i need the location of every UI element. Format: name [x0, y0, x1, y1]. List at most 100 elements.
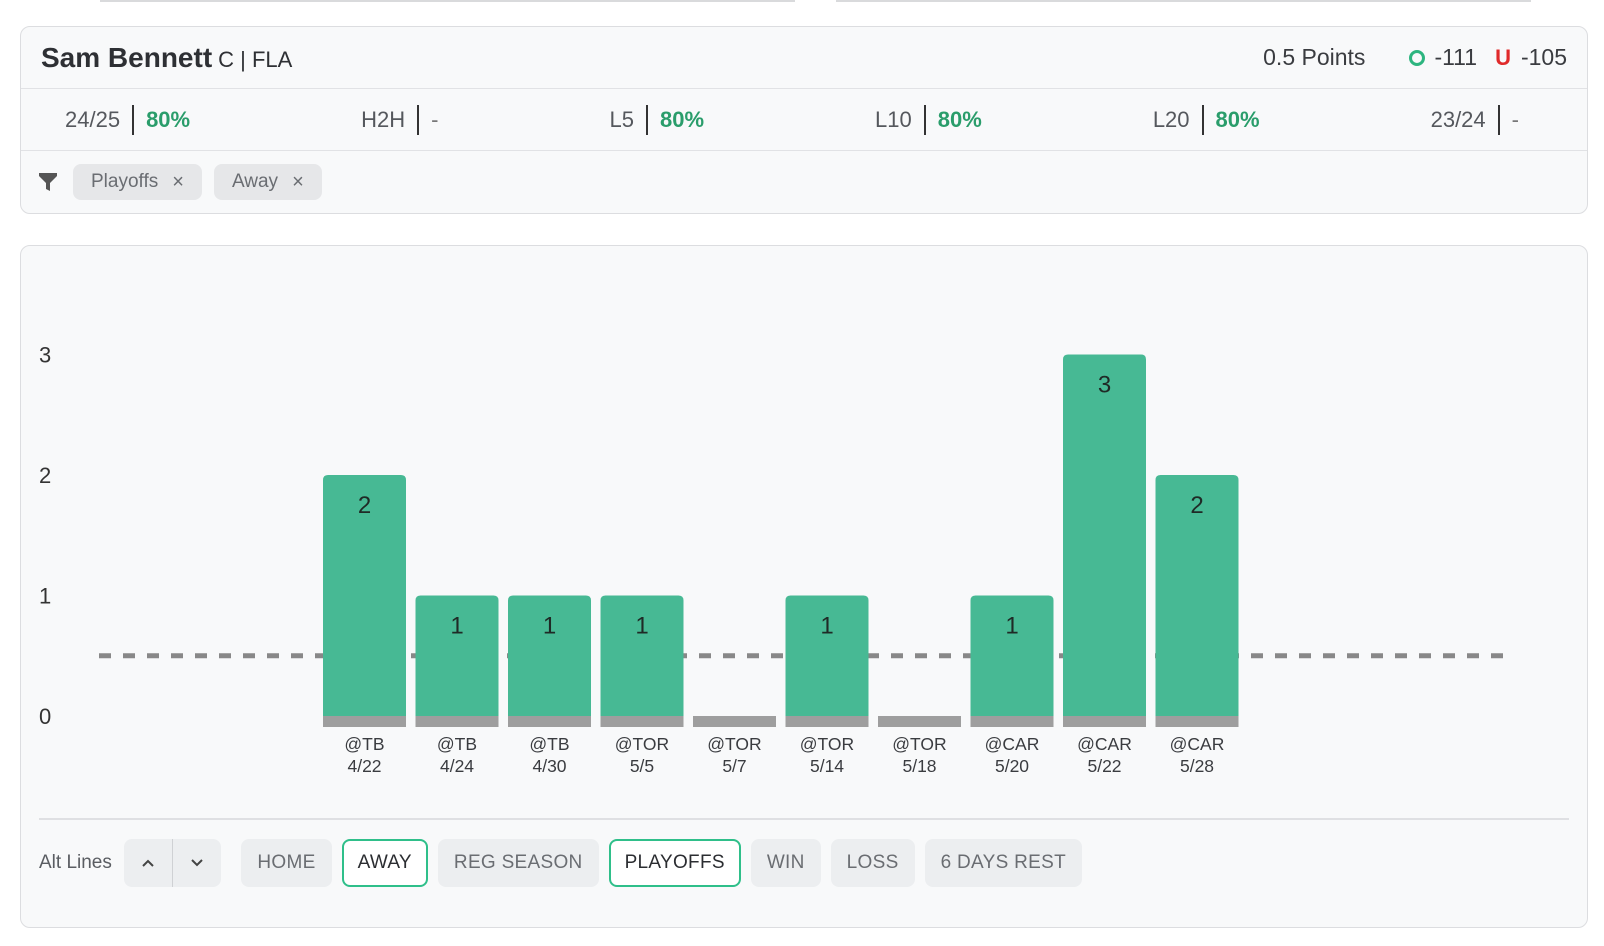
filter-button-loss[interactable]: LOSS — [830, 839, 915, 887]
top-divider-right — [836, 0, 1531, 2]
bar-value-label: 1 — [450, 613, 463, 640]
stat-value: - — [1511, 106, 1519, 132]
x-tick-opponent: @TB — [437, 734, 477, 754]
stat-divider — [417, 104, 420, 135]
x-tick-date: 5/28 — [1180, 756, 1214, 776]
bar-value-label: 1 — [820, 613, 833, 640]
y-tick-label: 0 — [39, 704, 51, 729]
bar-baseline — [323, 716, 406, 727]
over-odds[interactable]: -111 — [1409, 44, 1477, 71]
bar-value-label: 2 — [1190, 492, 1203, 519]
bar — [415, 595, 499, 716]
y-tick-label: 3 — [39, 343, 51, 368]
x-tick-date: 5/14 — [810, 756, 844, 776]
x-tick-opponent: @CAR — [985, 734, 1040, 754]
bar — [1063, 354, 1146, 716]
bar-baseline — [600, 716, 684, 727]
bar-value-label: 1 — [635, 613, 648, 640]
bar-baseline — [878, 716, 961, 727]
stat-l5[interactable]: L5 80% — [609, 104, 705, 135]
filter-button-away[interactable]: AWAY — [341, 839, 428, 887]
stat-divider — [923, 104, 926, 135]
filter-button-reg-season[interactable]: REG SEASON — [437, 839, 599, 887]
x-tick-date: 5/5 — [630, 756, 654, 776]
x-tick-opponent: @CAR — [1077, 734, 1132, 754]
filter-button-win[interactable]: WIN — [750, 839, 821, 887]
x-tick-date: 5/20 — [995, 756, 1029, 776]
top-divider-left — [100, 0, 795, 2]
filter-button-home[interactable]: HOME — [241, 839, 332, 887]
filter-button-6-days-rest[interactable]: 6 DAYS REST — [924, 839, 1083, 887]
stat-value: - — [431, 106, 439, 132]
filter-chip-away[interactable]: Away × — [213, 164, 322, 200]
alt-lines-label: Alt Lines — [39, 852, 112, 873]
player-info: Sam Bennett C | FLA — [41, 42, 292, 74]
alt-lines-stepper — [123, 839, 222, 887]
alt-line-down-button[interactable] — [173, 839, 221, 887]
bar — [785, 595, 869, 716]
hit-rate-stats: 24/25 80% H2H - L5 80% L10 80% L20 80% 2… — [21, 89, 1587, 151]
x-tick-opponent: @TOR — [800, 734, 854, 754]
stat-label: 23/24 — [1430, 106, 1486, 132]
x-tick-date: 4/30 — [532, 756, 566, 776]
bar-baseline — [508, 716, 591, 727]
chart-filter-bar: Alt Lines HOME AWAY REG SEASON PLAYOFFS WIN L… — [39, 838, 1092, 888]
x-tick-opponent: @TB — [529, 734, 569, 754]
under-odds-value: -105 — [1520, 44, 1567, 70]
stat-23-24[interactable]: 23/24 - — [1430, 104, 1519, 135]
stat-label: 24/25 — [65, 106, 121, 132]
stat-value: 80% — [1215, 106, 1260, 132]
y-tick-label: 2 — [39, 463, 51, 488]
bar-baseline — [415, 716, 499, 727]
x-tick-date: 5/22 — [1087, 756, 1121, 776]
x-tick-opponent: @CAR — [1170, 734, 1225, 754]
filter-chip-label: Playoffs — [91, 171, 159, 192]
stat-divider — [1497, 104, 1500, 135]
x-tick-date: 4/22 — [347, 756, 381, 776]
stat-l10[interactable]: L10 80% — [875, 104, 982, 135]
bar-baseline — [1063, 716, 1146, 727]
x-tick-opponent: @TOR — [892, 734, 946, 754]
bar — [970, 595, 1054, 716]
stat-divider — [645, 104, 648, 135]
x-tick-opponent: @TOR — [615, 734, 669, 754]
over-odds-value: -111 — [1434, 44, 1478, 70]
alt-line-up-button[interactable] — [124, 839, 172, 887]
player-header: Sam Bennett C | FLA 0.5 Points -111 U -10… — [21, 27, 1587, 89]
y-tick-label: 1 — [39, 584, 51, 609]
bar — [323, 475, 406, 716]
chevron-up-icon — [142, 859, 154, 867]
stat-h2h[interactable]: H2H - — [361, 104, 439, 135]
stepper-divider — [171, 839, 174, 887]
close-icon[interactable]: × — [172, 170, 184, 193]
stat-label: L10 — [875, 106, 912, 132]
points-line: 0.5 Points — [1263, 44, 1366, 70]
stat-l20[interactable]: L20 80% — [1152, 104, 1260, 135]
stat-value: 80% — [937, 106, 982, 132]
x-tick-date: 4/24 — [440, 756, 474, 776]
over-icon — [1409, 49, 1426, 66]
under-icon: U — [1495, 44, 1511, 70]
chart-divider — [39, 818, 1569, 820]
bar — [508, 595, 591, 716]
filter-chip-playoffs[interactable]: Playoffs × — [73, 164, 202, 200]
player-position-team: C | FLA — [218, 46, 293, 72]
bar-chart: 32102@TB4/221@TB4/241@TB4/301@TOR5/5@TOR… — [39, 343, 1513, 776]
player-name: Sam Bennett — [41, 41, 213, 73]
stat-24-25[interactable]: 24/25 80% — [65, 104, 191, 135]
bar-value-label: 3 — [1098, 372, 1111, 399]
x-tick-date: 5/18 — [902, 756, 936, 776]
stat-label: L20 — [1152, 106, 1190, 132]
split-filter-buttons: HOME AWAY REG SEASON PLAYOFFS WIN LOSS 6 DAYS … — [241, 839, 1092, 887]
stat-value: 80% — [146, 106, 191, 132]
prop-line: 0.5 Points -111 U -105 — [1263, 44, 1567, 71]
under-odds[interactable]: U -105 — [1495, 44, 1567, 71]
filter-icon — [39, 173, 57, 191]
filter-chip-label: Away — [231, 171, 279, 192]
close-icon[interactable]: × — [292, 170, 304, 193]
x-tick-opponent: @TB — [344, 734, 384, 754]
stat-value: 80% — [659, 106, 705, 132]
filter-button-playoffs[interactable]: PLAYOFFS — [608, 839, 741, 887]
bar — [1155, 475, 1239, 716]
stat-label: H2H — [361, 106, 406, 132]
